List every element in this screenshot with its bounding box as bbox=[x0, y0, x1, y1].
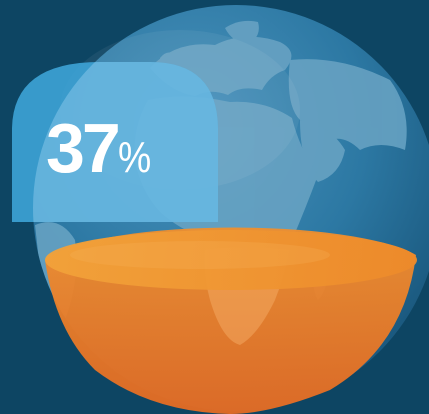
stat-unit: % bbox=[117, 133, 151, 182]
orange-bowl-rim-shine bbox=[70, 241, 330, 269]
stat-value: 37 bbox=[46, 109, 121, 187]
orange-bowl-rim bbox=[45, 230, 417, 290]
stat-percentage: 37% bbox=[46, 108, 156, 188]
scandinavia-landmass bbox=[225, 20, 259, 45]
stat-badge bbox=[12, 62, 218, 222]
badge-globe-overlap bbox=[33, 62, 218, 222]
